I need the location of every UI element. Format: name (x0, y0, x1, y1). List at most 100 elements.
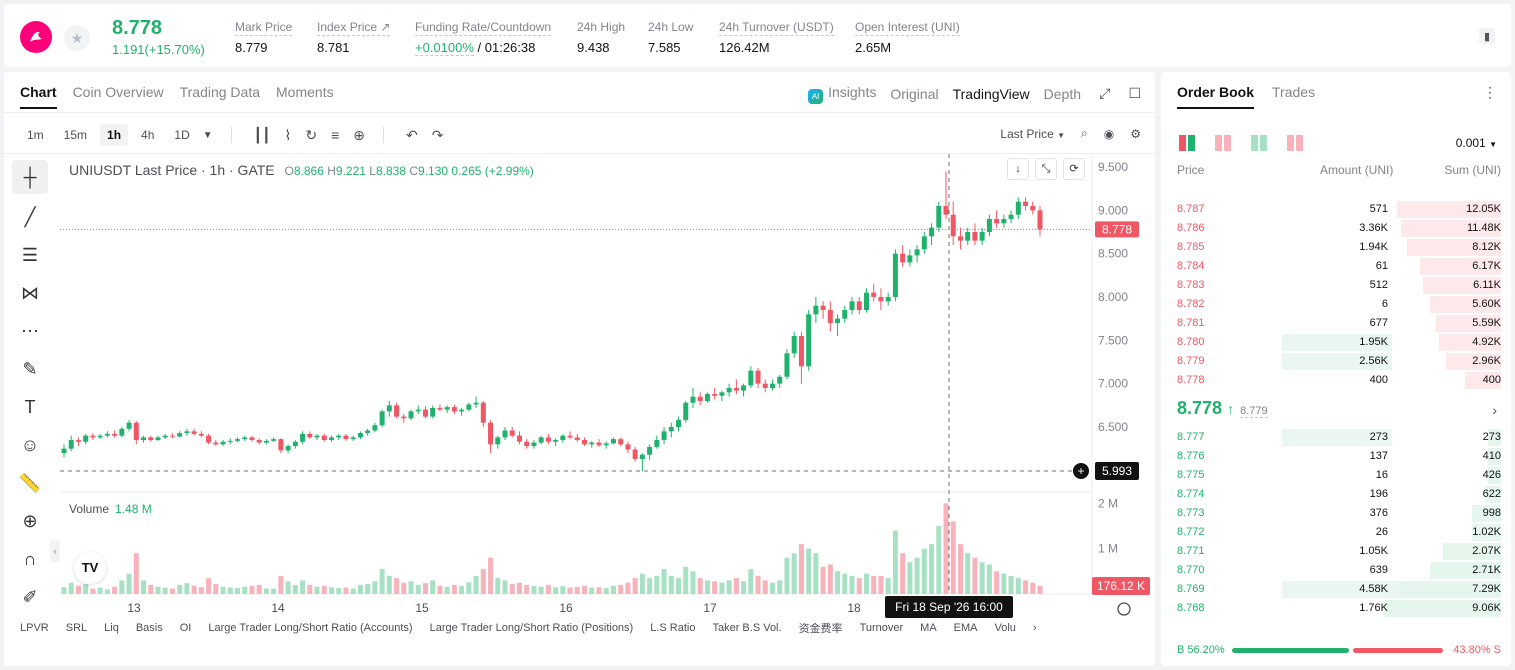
chevron-right-icon[interactable]: › (1032, 622, 1037, 634)
bid-row[interactable]: 8.777 273 273 (1161, 428, 1511, 447)
timeframe-4h[interactable]: 4h (141, 128, 155, 142)
volume-bar (1037, 585, 1043, 594)
arrow-down-icon[interactable]: ↓ (1007, 158, 1029, 180)
horizontal-lines-icon[interactable]: ☰ (21, 244, 39, 265)
bid-row[interactable]: 8.769 4.58K 7.29K (1161, 580, 1511, 599)
view-tradingview[interactable]: TradingView (952, 86, 1030, 102)
tab-coin-overview[interactable]: Coin Overview (72, 84, 164, 100)
more-icon[interactable]: ⋮ (1483, 84, 1497, 100)
indicator-item[interactable]: Volu (994, 622, 1016, 634)
bid-row[interactable]: 8.776 137 410 (1161, 447, 1511, 466)
template-icon[interactable]: ≡ (331, 127, 340, 143)
fib-icon[interactable]: ⋯ (21, 320, 39, 341)
ask-row[interactable]: 8.782 6 5.60K (1161, 295, 1511, 314)
book-icon[interactable]: ▮ (1479, 28, 1495, 44)
view-depth[interactable]: Depth (1043, 86, 1081, 102)
ask-row[interactable]: 8.779 2.56K 2.96K (1161, 352, 1511, 371)
timeframe-15m[interactable]: 15m (63, 128, 88, 142)
bid-row[interactable]: 8.771 1.05K 2.07K (1161, 542, 1511, 561)
collapse-toolbar-icon[interactable]: ‹ (50, 540, 60, 562)
volume-bar (582, 585, 588, 594)
ask-row[interactable]: 8.783 512 6.11K (1161, 276, 1511, 295)
indicator-item[interactable]: 资金费率 (798, 623, 843, 635)
camera-icon[interactable]: ◉ (1103, 126, 1115, 141)
volume-tag-text: 176.12 K (1097, 579, 1145, 593)
indicator-item[interactable]: L.S Ratio (650, 622, 696, 634)
volume-bar (798, 544, 804, 594)
mode-bids-icon[interactable] (1251, 135, 1267, 151)
chevron-right-icon[interactable]: › (1492, 402, 1497, 418)
add-alert-icon[interactable]: ⊕ (353, 126, 365, 143)
ask-row[interactable]: 8.786 3.36K 11.48K (1161, 219, 1511, 238)
gear-icon[interactable]: ⚙ (1130, 126, 1141, 141)
price-chart[interactable]: 9.500 9.000 8.500 8.000 7.500 7.000 6.500 2 M 1 … (4, 72, 1155, 666)
pattern-icon[interactable]: ⋈ (21, 282, 39, 303)
indicator-item[interactable]: SRL (65, 622, 88, 634)
bid-row[interactable]: 8.772 26 1.02K (1161, 523, 1511, 542)
insights-button[interactable]: AI Insights (808, 84, 876, 104)
candle-body (372, 425, 378, 431)
ask-row[interactable]: 8.787 571 12.05K (1161, 200, 1511, 219)
ask-row[interactable]: 8.778 400 400 (1161, 371, 1511, 390)
bid-row[interactable]: 8.773 376 998 (1161, 504, 1511, 523)
price-type-select[interactable]: Last Price ▼ (1000, 126, 1066, 141)
indicator-item[interactable]: Taker B.S Vol. (712, 622, 782, 634)
undo-icon[interactable]: ↶ (405, 126, 418, 143)
timeframe-1d[interactable]: 1D (174, 128, 190, 142)
precision-select[interactable]: 0.001 ▼ (1455, 136, 1497, 150)
search-icon[interactable]: ⌕ (1081, 126, 1088, 140)
tab-order-book[interactable]: Order Book (1177, 84, 1255, 109)
bid-row[interactable]: 8.768 1.76K 9.06K (1161, 599, 1511, 618)
pencil-icon[interactable]: ✐ (22, 586, 38, 607)
candle-body (466, 404, 472, 410)
crosshair-icon[interactable]: ┼ (12, 160, 48, 194)
redo-icon[interactable]: ↷ (431, 126, 444, 143)
indicator-item[interactable]: Turnover (859, 622, 904, 634)
indicators-icon[interactable]: ⌇ (284, 126, 292, 143)
indicator-item[interactable]: Large Trader Long/Short Ratio (Accounts) (208, 622, 413, 634)
indicator-item[interactable]: LPVR (20, 622, 49, 634)
tab-moments[interactable]: Moments (276, 84, 334, 100)
zoom-in-icon[interactable]: ⊕ (22, 510, 38, 531)
tab-trading-data[interactable]: Trading Data (179, 84, 261, 100)
ask-row[interactable]: 8.780 1.95K 4.92K (1161, 333, 1511, 352)
indicator-item[interactable]: EMA (953, 622, 978, 634)
expand-icon[interactable]: ⤢ (1099, 85, 1111, 101)
tab-chart[interactable]: Chart (20, 84, 57, 109)
ruler-icon[interactable]: 📏 (18, 472, 42, 493)
indicator-item[interactable]: MA (920, 622, 937, 634)
favorite-star-icon[interactable]: ★ (64, 25, 90, 51)
bid-row[interactable]: 8.774 196 622 (1161, 485, 1511, 504)
trendline-icon[interactable]: ╱ (24, 206, 36, 227)
indicator-item[interactable]: Liq (104, 622, 119, 634)
candle-body (610, 439, 616, 444)
ask-row[interactable]: 8.785 1.94K 8.12K (1161, 238, 1511, 257)
brush-icon[interactable]: ✎ (22, 358, 38, 379)
mode-both-icon[interactable] (1179, 135, 1195, 151)
emoji-icon[interactable]: ☺ (20, 434, 40, 455)
tab-trades[interactable]: Trades (1272, 84, 1316, 100)
bid-row[interactable]: 8.775 16 426 (1161, 466, 1511, 485)
collapse-icon[interactable]: ⤡ (1035, 158, 1057, 180)
timeframe-dropdown-icon[interactable]: ▼ (202, 129, 213, 141)
refresh-icon[interactable]: ⟳ (1063, 158, 1085, 180)
indicator-item[interactable]: Basis (135, 622, 163, 634)
ask-row[interactable]: 8.781 677 5.59K (1161, 314, 1511, 333)
order-price: 8.774 (1177, 488, 1205, 500)
bid-row[interactable]: 8.770 639 2.71K (1161, 561, 1511, 580)
indicator-item[interactable]: Large Trader Long/Short Ratio (Positions… (429, 622, 634, 634)
text-icon[interactable]: T (24, 396, 36, 417)
volume-bar (263, 588, 269, 594)
window-icon[interactable]: ☐ (1128, 85, 1141, 101)
timeframe-1m[interactable]: 1m (27, 128, 44, 142)
view-original[interactable]: Original (890, 86, 939, 102)
timeframe-1h[interactable]: 1h (100, 124, 129, 146)
ask-row[interactable]: 8.784 61 6.17K (1161, 257, 1511, 276)
magnet-icon[interactable]: ∩ (23, 548, 37, 569)
mode-asks-icon[interactable] (1215, 135, 1231, 151)
candle-type-icon[interactable]: ┃┃ (253, 126, 271, 143)
replay-icon[interactable]: ↻ (305, 126, 318, 143)
indicator-item[interactable]: OI (179, 622, 192, 634)
index-price-stat[interactable]: Index Price ↗ 8.781 (317, 20, 391, 55)
mode-depth-icon[interactable] (1287, 135, 1303, 151)
